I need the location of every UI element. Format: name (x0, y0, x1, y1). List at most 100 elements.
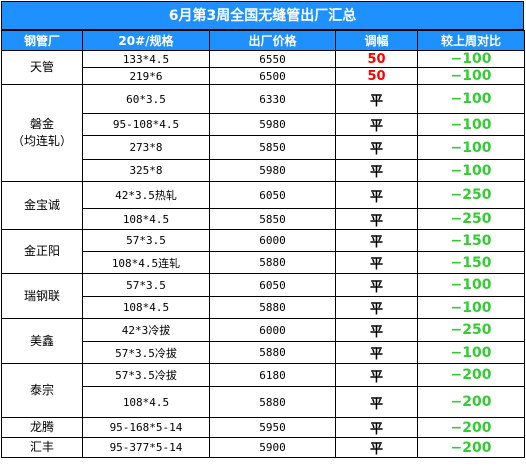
week-compare-cell: −100 (417, 67, 525, 85)
price-table: 钢管厂 20#/规格 出厂价格 调幅 较上周对比 天管 133*4.5 6550 50… (1, 30, 525, 458)
adjustment-cell: 平 (335, 113, 418, 136)
price-cell: 6050 (209, 273, 336, 297)
adjustment-cell: 平 (335, 273, 418, 297)
spec-cell: 108*4.5 (82, 208, 210, 230)
table-row: 天管 133*4.5 6550 50 −100 (1, 50, 525, 85)
week-compare-cell: −100 (417, 113, 525, 136)
adjustment-cell: 50 (335, 50, 418, 68)
spec-cell: 60*3.5 (82, 84, 210, 114)
spec-cell: 133*4.5 (82, 50, 210, 68)
week-compare-cell: −250 (417, 208, 525, 230)
adjustment-cell: 平 (335, 181, 418, 209)
table-row: 汇丰 95-377*5-14 5900 平 −200 (1, 437, 525, 458)
company-cell: 金正阳 (1, 229, 83, 274)
spec-cell: 42*3.5热轧 (82, 181, 210, 209)
table-row: 108*4.5连轧 5880 平 −150 (2, 251, 525, 274)
week-compare-cell: −100 (417, 159, 525, 182)
adjustment-cell: 平 (335, 135, 418, 160)
adjustment-cell: 平 (335, 208, 418, 230)
week-compare-cell: −200 (417, 386, 525, 418)
week-compare-cell: −200 (417, 417, 525, 438)
price-cell: 5980 (209, 113, 336, 136)
table-row: 美鑫 42*3冷拔 6000 平 −250 (1, 318, 525, 364)
company-cell: 美鑫 (1, 318, 83, 364)
week-compare-cell: −150 (417, 229, 525, 252)
header-adjustment: 调幅 (335, 30, 418, 51)
company-cell: 瑞钢联 (1, 273, 83, 319)
header-company: 钢管厂 (1, 30, 83, 51)
table-row: 57*3.5冷拔 5880 平 −100 (2, 341, 525, 364)
price-cell: 5850 (209, 208, 336, 230)
spec-cell: 325*8 (82, 159, 210, 182)
spec-cell: 108*4.5连轧 (82, 251, 210, 274)
table-row: 金正阳 57*3.5 6000 平 −150 (1, 229, 525, 274)
company-cell: 磐金 （均连轧） (1, 84, 83, 182)
price-cell: 5880 (209, 386, 336, 418)
adjustment-cell: 平 (335, 159, 418, 182)
table-row: 273*8 5850 平 −100 (2, 135, 525, 160)
adjustment-cell: 平 (335, 251, 418, 274)
adjustment-cell: 平 (335, 341, 418, 364)
week-compare-cell: −100 (417, 135, 525, 160)
table-row: 325*8 5980 平 −100 (2, 159, 525, 182)
week-compare-cell: −200 (417, 363, 525, 387)
adjustment-cell: 50 (335, 67, 418, 85)
price-cell: 6330 (209, 84, 336, 114)
table-row: 龙腾 95-168*5-14 5950 平 −200 (1, 417, 525, 438)
price-cell: 6050 (209, 181, 336, 209)
table-row: 泰宗 57*3.5冷拔 6180 平 −200 (1, 363, 525, 418)
week-compare-cell: −100 (417, 50, 525, 68)
adjustment-cell: 平 (335, 84, 418, 114)
table-row: 瑞钢联 57*3.5 6050 平 −100 (1, 273, 525, 319)
adjustment-cell: 平 (335, 229, 418, 252)
price-cell: 6550 (209, 50, 336, 68)
spec-cell: 273*8 (82, 135, 210, 160)
table-row: 108*4.5 5880 平 −100 (2, 296, 525, 319)
price-cell: 6000 (209, 318, 336, 342)
spec-cell: 95-168*5-14 (82, 417, 210, 438)
table-row: 95-108*4.5 5980 平 −100 (2, 113, 525, 136)
price-cell: 6500 (209, 67, 336, 85)
spec-cell: 42*3冷拔 (82, 318, 210, 342)
header-week-compare: 较上周对比 (417, 30, 525, 51)
header-spec: 20#/规格 (82, 30, 210, 51)
price-cell: 5950 (209, 417, 336, 438)
adjustment-cell: 平 (335, 363, 418, 387)
spec-cell: 95-108*4.5 (82, 113, 210, 136)
price-cell: 5880 (209, 296, 336, 319)
price-cell: 5880 (209, 341, 336, 364)
spec-cell: 57*3.5 (82, 229, 210, 252)
price-cell: 5850 (209, 135, 336, 160)
table-body: 天管 133*4.5 6550 50 −100 219*6 6500 50 −100 磐金 （均连… (1, 50, 525, 458)
spec-cell: 108*4.5 (82, 386, 210, 418)
price-cell: 5980 (209, 159, 336, 182)
spec-cell: 57*3.5 (82, 273, 210, 297)
adjustment-cell: 平 (335, 296, 418, 319)
company-cell: 汇丰 (1, 437, 83, 458)
price-cell: 6180 (209, 363, 336, 387)
sheet-title: 6月第3周全国无缝管出厂汇总 (1, 1, 524, 30)
week-compare-cell: −250 (417, 181, 525, 209)
week-compare-cell: −100 (417, 341, 525, 364)
spec-cell: 108*4.5 (82, 296, 210, 319)
week-compare-cell: −250 (417, 318, 525, 342)
header-row: 钢管厂 20#/规格 出厂价格 调幅 较上周对比 (1, 30, 525, 51)
week-compare-cell: −200 (417, 437, 525, 458)
spec-cell: 219*6 (82, 67, 210, 85)
price-cell: 5880 (209, 251, 336, 274)
company-cell: 泰宗 (1, 363, 83, 418)
price-summary-sheet: 6月第3周全国无缝管出厂汇总 钢管厂 20#/规格 出厂价格 调幅 较上周对比 … (1, 1, 525, 458)
week-compare-cell: −100 (417, 296, 525, 319)
table-row: 磐金 （均连轧） 60*3.5 6330 平 −100 (1, 84, 525, 182)
adjustment-cell: 平 (335, 437, 418, 458)
price-cell: 5900 (209, 437, 336, 458)
header-price: 出厂价格 (209, 30, 336, 51)
company-cell: 天管 (1, 50, 83, 85)
spec-cell: 57*3.5冷拔 (82, 341, 210, 364)
spec-cell: 95-377*5-14 (82, 437, 210, 458)
company-cell: 龙腾 (1, 417, 83, 438)
adjustment-cell: 平 (335, 417, 418, 438)
adjustment-cell: 平 (335, 318, 418, 342)
company-cell: 金宝诚 (1, 181, 83, 230)
price-cell: 6000 (209, 229, 336, 252)
